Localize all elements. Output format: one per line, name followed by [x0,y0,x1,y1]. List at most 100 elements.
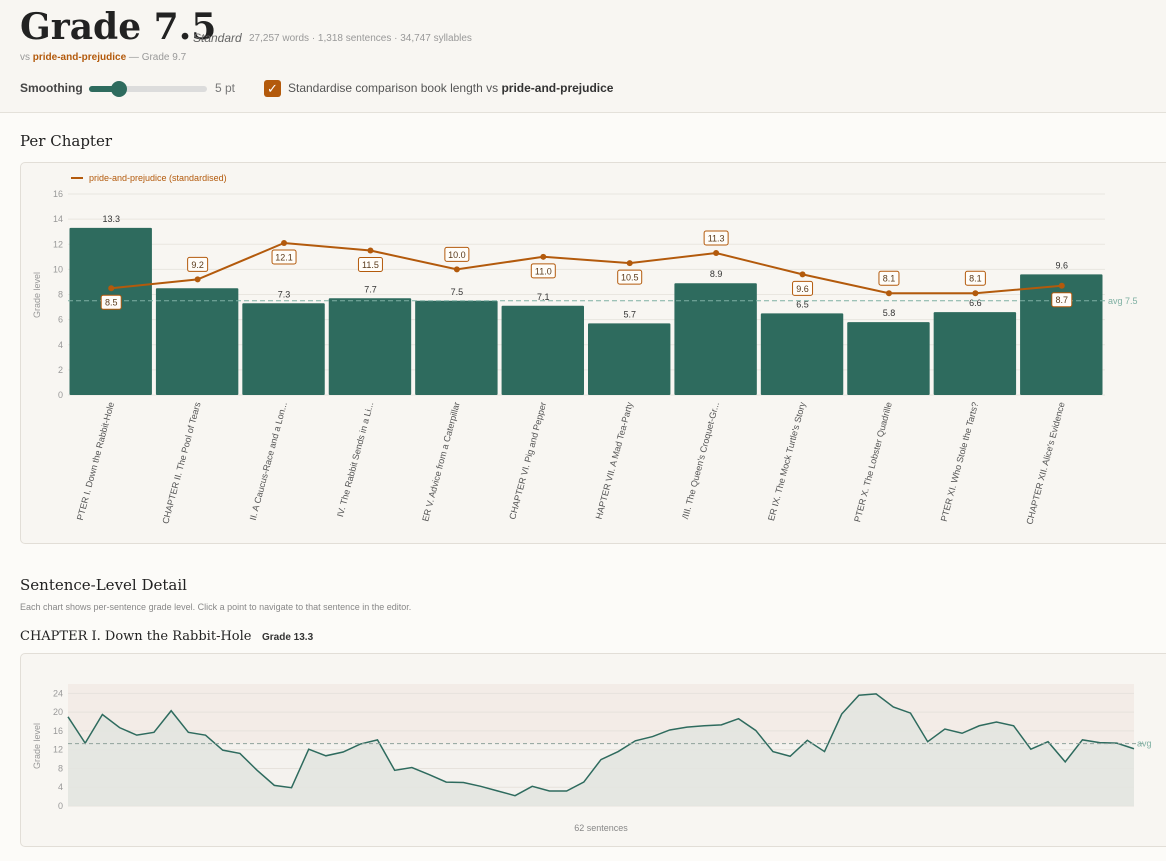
bar-value-label: 7.5 [451,287,464,297]
chapter-bar[interactable] [847,322,930,395]
comparison-point[interactable] [194,276,201,283]
comparison-point[interactable] [1058,282,1065,289]
comparison-label-box [271,249,297,265]
comparison-label: 8.5 [105,298,118,308]
comparison-label-box [530,263,556,279]
standardise-label: Standardise comparison book length vs pr… [288,81,613,95]
per-chapter-title: Per Chapter [20,132,112,150]
bar-value-label: 7.1 [537,292,550,302]
chapter-bar[interactable] [415,300,498,395]
chapter-bar[interactable] [933,312,1017,395]
grade-title: Grade 7.5 [20,6,217,48]
standardise-label-text: Standardise comparison book length vs [288,81,499,95]
chapter-bar[interactable] [588,323,671,395]
bar-value-label: 7.7 [364,284,377,294]
comparison-point[interactable] [281,239,288,246]
smoothing-label: Smoothing [20,81,83,95]
chapter-tick-label: ER V. Advice from a Caterpillar [420,401,462,523]
smoothing-slider-thumb[interactable] [110,81,127,97]
chapter-bar[interactable] [155,288,239,395]
comparison-label: 9.6 [796,284,809,294]
sentence-line[interactable] [67,693,1135,797]
sentence-level-description: Each chart shows per-sentence grade leve… [20,602,412,612]
chapter-detail-title: CHAPTER I. Down the Rabbit-Hole [20,629,252,644]
bar-value-label: 5.7 [623,309,636,319]
smoothing-slider-fill [89,86,119,92]
comparison-label-box [617,269,643,285]
comparison-label-box [357,257,383,273]
comparison-label: 8.1 [883,274,896,284]
comparison-summary: vs pride-and-prejudice — Grade 9.7 [20,52,186,63]
y-tick-label: 0 [58,390,63,400]
chapter-bar[interactable] [328,298,412,395]
chapter-bar[interactable] [242,303,325,395]
comparison-label: 11.3 [708,234,725,244]
comparison-label-box [792,280,814,296]
smoothing-value: 5 pt [215,81,236,95]
chapter-bar[interactable] [1020,274,1103,395]
chapter-tick-label: CHAPTER II. The Pool of Tears [160,400,202,525]
y-tick-label: 16 [53,189,63,199]
per-chapter-chart: 0 2 4 6 8 10 12 14 16 Grade level pride-and-prejud… [32,173,1138,525]
comparison-point[interactable] [540,253,547,260]
comparison-label-box [187,256,209,272]
comparison-label-box [1051,292,1073,308]
comparison-label-box [444,246,470,262]
comparison-grade: — Grade 9.7 [128,52,187,63]
text-stats: 27,257 words · 1,318 sentences · 34,747 … [249,33,472,44]
y-tick-label: 4 [58,782,63,792]
y-tick-label: 2 [58,365,63,375]
comparison-label: 8.1 [969,274,982,284]
comparison-label: 8.7 [1056,295,1069,305]
comparison-point[interactable] [626,260,633,267]
y-tick-label: 8 [58,763,63,773]
chapter-bar[interactable] [501,305,584,395]
comparison-label: 12.1 [275,252,293,262]
comparison-point[interactable] [799,271,806,278]
y-axis-label: Grade level [32,723,42,769]
y-tick-label: 14 [53,214,63,224]
vs-prefix: vs [20,52,30,63]
standardise-checkbox[interactable]: ✓ [264,80,281,97]
comparison-point[interactable] [108,285,115,292]
bar-value-label: 7.3 [278,289,291,299]
y-tick-label: 10 [53,264,63,274]
chapter-bar[interactable] [674,283,757,395]
chapter-tick-label: PTER X. The Lobster Quadrille [852,401,894,523]
comparison-point[interactable] [972,290,979,297]
comparison-point[interactable] [713,250,720,257]
y-axis-label: Grade level [32,272,42,318]
chapter-bar[interactable] [69,227,152,395]
bar-value-label: 8.9 [710,269,723,279]
chapter-tick-label: CHAPTER VI. Pig and Pepper [507,401,548,521]
comparison-label: 9.2 [191,260,204,270]
sentence-chart-panel: 0 4 8 12 16 20 24 Grade level avg 62 sentences [20,653,1166,847]
smoothing-slider[interactable] [89,86,207,92]
comparison-book-link[interactable]: pride-and-prejudice [32,52,127,63]
bar-value-label: 6.5 [796,299,809,309]
summary-header: Grade 7.5 Standard 27,257 words · 1,318 … [0,0,1166,113]
comparison-label: 11.5 [362,260,379,270]
comparison-point[interactable] [367,247,374,254]
comparison-label-box [964,270,986,286]
y-tick-label: 20 [53,707,63,717]
comparison-line [111,241,1062,295]
chapter-bar[interactable] [760,313,844,395]
chapter-tick-label: IV. The Rabbit Sends in a Li... [335,401,375,518]
y-tick-label: 4 [58,340,63,350]
comparison-point[interactable] [885,290,892,297]
comparison-label-box [878,270,900,286]
comparison-label: 10.5 [621,273,639,283]
average-label: avg 7.5 [1108,296,1138,306]
average-label: avg [1137,739,1152,749]
grade-standard-label: Standard [193,31,242,45]
y-tick-label: 6 [58,315,63,325]
chapter-tick-label: /III. The Queen's Croquet-Gr... [680,401,721,520]
chapter-tick-label: PTER I. Down the Rabbit-Hole [75,401,116,521]
comparison-label-box [100,294,122,310]
legend-label: pride-and-prejudice (standardised) [89,173,227,183]
comparison-point[interactable] [453,266,460,273]
per-chapter-panel: 0 2 4 6 8 10 12 14 16 Grade level pride-and-prejud… [20,162,1166,544]
comparison-label: 10.0 [448,250,466,260]
y-tick-label: 8 [58,290,63,300]
